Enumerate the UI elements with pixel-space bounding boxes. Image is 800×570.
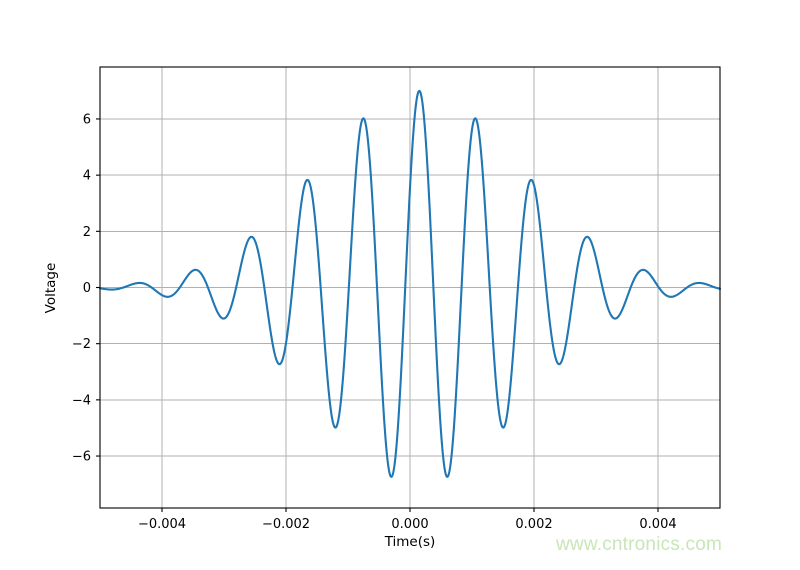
ticklabel-y: 2	[83, 225, 91, 240]
ticklabel-y: −2	[72, 337, 91, 352]
ticklabel-y: 0	[83, 281, 91, 296]
ticklabel-x: 0.002	[515, 517, 552, 532]
ticklabel-y: −4	[72, 393, 91, 408]
ticklabel-y: 4	[83, 169, 91, 184]
ticklabel-x: 0.004	[639, 517, 676, 532]
x-tickmarks	[161, 508, 659, 512]
y-gridlines	[100, 118, 720, 457]
y-tickmarks	[96, 118, 100, 457]
voltage-waveform-line	[98, 89, 722, 478]
y-ticklabels: −6 −4 −2 0 2 4 6	[72, 112, 91, 464]
ticklabel-x: 0.000	[391, 517, 428, 532]
ticklabel-y: −6	[72, 450, 91, 465]
ticklabel-x: −0.004	[138, 517, 186, 532]
x-axis-label: Time(s)	[384, 534, 436, 550]
ticklabel-y: 6	[83, 112, 91, 127]
x-ticklabels: −0.004 −0.002 0.000 0.002 0.004	[138, 517, 677, 532]
ticklabel-x: −0.002	[262, 517, 310, 532]
y-axis-label: Voltage	[43, 263, 59, 314]
watermark-label: www.cntronics.com	[555, 534, 722, 555]
